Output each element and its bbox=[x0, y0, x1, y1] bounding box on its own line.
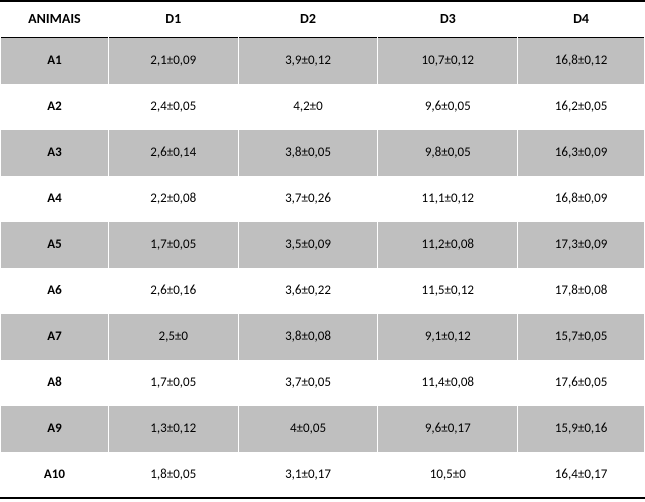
cell: 11,4±0,08 bbox=[378, 360, 518, 406]
cell: 4,2±0 bbox=[238, 84, 378, 130]
row-label: A3 bbox=[1, 130, 109, 176]
cell: 16,8±0,09 bbox=[518, 176, 645, 222]
cell: 16,8±0,12 bbox=[518, 38, 645, 84]
cell: 4±0,05 bbox=[238, 406, 378, 452]
cell: 3,1±0,17 bbox=[238, 452, 378, 498]
cell: 3,6±0,22 bbox=[238, 268, 378, 314]
row-label: A2 bbox=[1, 84, 109, 130]
cell: 10,5±0 bbox=[378, 452, 518, 498]
cell: 16,2±0,05 bbox=[518, 84, 645, 130]
cell: 9,8±0,05 bbox=[378, 130, 518, 176]
col-header-d3: D3 bbox=[378, 1, 518, 38]
cell: 1,7±0,05 bbox=[108, 222, 238, 268]
cell: 11,2±0,08 bbox=[378, 222, 518, 268]
cell: 9,1±0,12 bbox=[378, 314, 518, 360]
cell: 3,7±0,05 bbox=[238, 360, 378, 406]
cell: 9,6±0,17 bbox=[378, 406, 518, 452]
table-row: A10 1,8±0,05 3,1±0,17 10,5±0 16,4±0,17 bbox=[1, 452, 645, 498]
table-row: A7 2,5±0 3,8±0,08 9,1±0,12 15,7±0,05 bbox=[1, 314, 645, 360]
cell: 2,6±0,16 bbox=[108, 268, 238, 314]
row-label: A8 bbox=[1, 360, 109, 406]
table-row: A5 1,7±0,05 3,5±0,09 11,2±0,08 17,3±0,09 bbox=[1, 222, 645, 268]
cell: 16,3±0,09 bbox=[518, 130, 645, 176]
row-label: A4 bbox=[1, 176, 109, 222]
cell: 2,2±0,08 bbox=[108, 176, 238, 222]
cell: 15,7±0,05 bbox=[518, 314, 645, 360]
cell: 9,6±0,05 bbox=[378, 84, 518, 130]
cell: 17,6±0,05 bbox=[518, 360, 645, 406]
row-label: A9 bbox=[1, 406, 109, 452]
cell: 10,7±0,12 bbox=[378, 38, 518, 84]
cell: 15,9±0,16 bbox=[518, 406, 645, 452]
cell: 11,5±0,12 bbox=[378, 268, 518, 314]
cell: 3,8±0,05 bbox=[238, 130, 378, 176]
cell: 1,8±0,05 bbox=[108, 452, 238, 498]
cell: 11,1±0,12 bbox=[378, 176, 518, 222]
cell: 3,5±0,09 bbox=[238, 222, 378, 268]
table-row: A1 2,1±0,09 3,9±0,12 10,7±0,12 16,8±0,12 bbox=[1, 38, 645, 84]
cell: 17,8±0,08 bbox=[518, 268, 645, 314]
cell: 2,5±0 bbox=[108, 314, 238, 360]
row-label: A7 bbox=[1, 314, 109, 360]
table-row: A4 2,2±0,08 3,7±0,26 11,1±0,12 16,8±0,09 bbox=[1, 176, 645, 222]
table-row: A8 1,7±0,05 3,7±0,05 11,4±0,08 17,6±0,05 bbox=[1, 360, 645, 406]
cell: 2,6±0,14 bbox=[108, 130, 238, 176]
cell: 3,8±0,08 bbox=[238, 314, 378, 360]
table-row: A6 2,6±0,16 3,6±0,22 11,5±0,12 17,8±0,08 bbox=[1, 268, 645, 314]
cell: 2,1±0,09 bbox=[108, 38, 238, 84]
row-label: A1 bbox=[1, 38, 109, 84]
col-header-animais: ANIMAIS bbox=[1, 1, 109, 38]
cell: 16,4±0,17 bbox=[518, 452, 645, 498]
cell: 2,4±0,05 bbox=[108, 84, 238, 130]
row-label: A5 bbox=[1, 222, 109, 268]
cell: 17,3±0,09 bbox=[518, 222, 645, 268]
cell: 1,7±0,05 bbox=[108, 360, 238, 406]
table-row: A9 1,3±0,12 4±0,05 9,6±0,17 15,9±0,16 bbox=[1, 406, 645, 452]
row-label: A10 bbox=[1, 452, 109, 498]
row-label: A6 bbox=[1, 268, 109, 314]
cell: 3,9±0,12 bbox=[238, 38, 378, 84]
table-row: A3 2,6±0,14 3,8±0,05 9,8±0,05 16,3±0,09 bbox=[1, 130, 645, 176]
cell: 3,7±0,26 bbox=[238, 176, 378, 222]
data-table: ANIMAIS D1 D2 D3 D4 A1 2,1±0,09 3,9±0,12… bbox=[0, 0, 645, 499]
header-row: ANIMAIS D1 D2 D3 D4 bbox=[1, 1, 645, 38]
cell: 1,3±0,12 bbox=[108, 406, 238, 452]
table-row: A2 2,4±0,05 4,2±0 9,6±0,05 16,2±0,05 bbox=[1, 84, 645, 130]
col-header-d4: D4 bbox=[518, 1, 645, 38]
col-header-d1: D1 bbox=[108, 1, 238, 38]
col-header-d2: D2 bbox=[238, 1, 378, 38]
